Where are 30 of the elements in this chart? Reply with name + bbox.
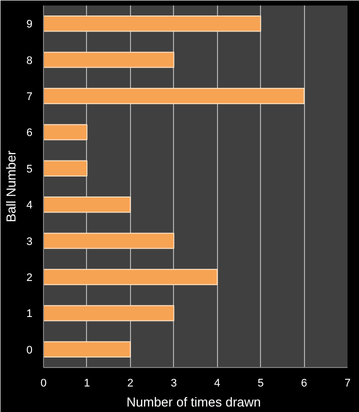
y-tick-label: 2 [26, 272, 33, 284]
bar [44, 232, 174, 249]
x-tick-label: 1 [84, 378, 90, 390]
y-tick-label: 8 [26, 54, 33, 67]
x-tick-label: 3 [170, 378, 177, 390]
y-tick-label: 9 [26, 18, 33, 31]
bar [44, 16, 262, 32]
y-tick-label: 3 [26, 236, 33, 248]
x-tick-label: 0 [40, 378, 47, 390]
x-axis-title: Number of times drawn [126, 394, 261, 410]
bar [44, 52, 174, 68]
y-tick-label: 4 [26, 200, 33, 212]
y-tick-label: 6 [26, 127, 33, 140]
bar [44, 88, 305, 104]
y-tick-label: 1 [26, 308, 33, 320]
x-tick-label: 7 [344, 378, 351, 390]
x-tick-label: 4 [214, 378, 220, 390]
x-tick-label: 6 [301, 378, 308, 390]
y-tick-label: 5 [26, 163, 33, 176]
y-tick-label: 0 [26, 344, 33, 356]
x-tick-label: 2 [127, 378, 134, 390]
bar [44, 196, 131, 213]
x-tick-label: 5 [258, 378, 264, 390]
bar [44, 160, 88, 176]
bar [44, 341, 131, 358]
y-tick-label: 7 [26, 91, 33, 103]
bar [44, 305, 174, 322]
bar [44, 124, 88, 140]
y-axis-title: Ball Number [3, 150, 18, 222]
bar [44, 268, 218, 286]
